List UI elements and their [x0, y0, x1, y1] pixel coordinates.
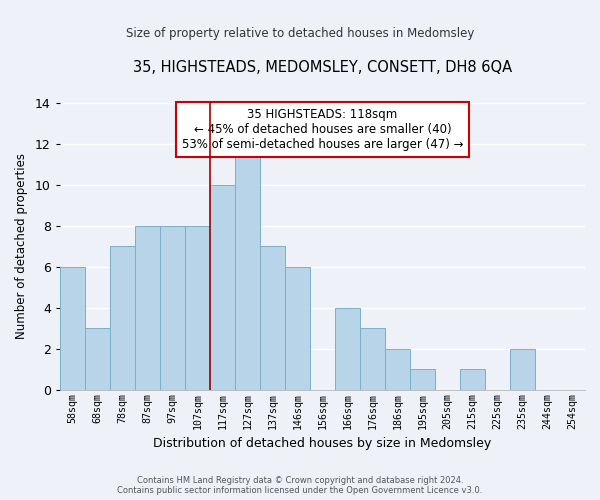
Text: Size of property relative to detached houses in Medomsley: Size of property relative to detached ho… [126, 28, 474, 40]
Bar [285, 266, 310, 390]
Bar [160, 226, 185, 390]
Bar [335, 308, 360, 390]
Bar [60, 266, 85, 390]
Bar [110, 246, 135, 390]
Bar [385, 349, 410, 390]
Y-axis label: Number of detached properties: Number of detached properties [15, 153, 28, 339]
Bar [235, 144, 260, 390]
Bar [185, 226, 210, 390]
Bar [510, 349, 535, 390]
Bar [210, 184, 235, 390]
Title: 35, HIGHSTEADS, MEDOMSLEY, CONSETT, DH8 6QA: 35, HIGHSTEADS, MEDOMSLEY, CONSETT, DH8 … [133, 60, 512, 75]
Text: Contains HM Land Registry data © Crown copyright and database right 2024.
Contai: Contains HM Land Registry data © Crown c… [118, 476, 482, 495]
Text: 35 HIGHSTEADS: 118sqm
← 45% of detached houses are smaller (40)
53% of semi-deta: 35 HIGHSTEADS: 118sqm ← 45% of detached … [182, 108, 463, 152]
Bar [135, 226, 160, 390]
Bar [410, 370, 435, 390]
Bar [85, 328, 110, 390]
X-axis label: Distribution of detached houses by size in Medomsley: Distribution of detached houses by size … [153, 437, 491, 450]
Bar [460, 370, 485, 390]
Bar [360, 328, 385, 390]
Bar [260, 246, 285, 390]
